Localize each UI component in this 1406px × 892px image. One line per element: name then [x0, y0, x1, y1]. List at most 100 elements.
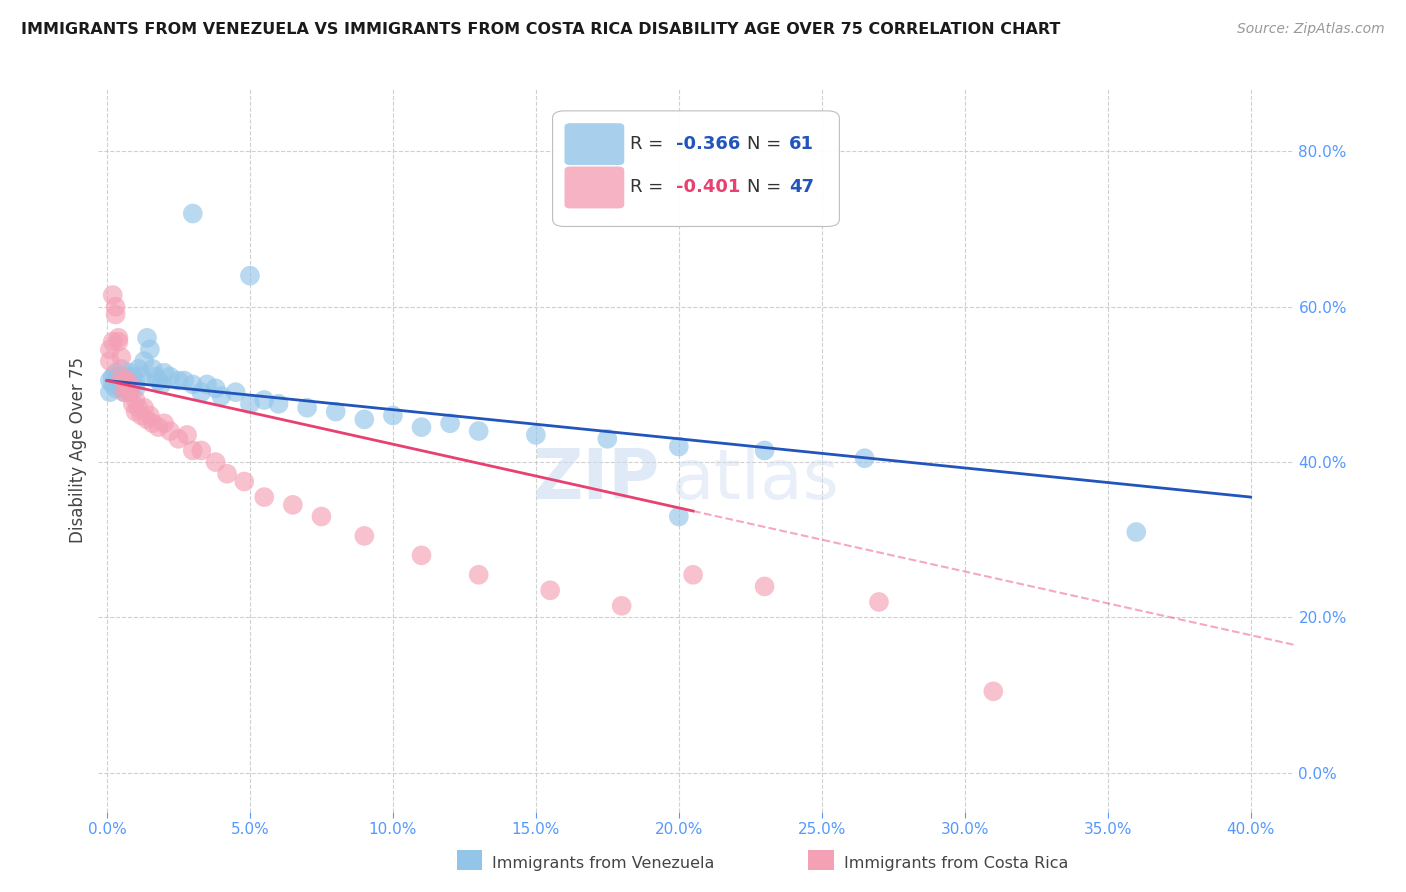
Text: R =: R =	[630, 178, 669, 196]
Point	[107, 331, 129, 345]
Point	[204, 455, 226, 469]
Point	[148, 420, 170, 434]
Point	[121, 377, 143, 392]
Point	[112, 377, 135, 392]
Point	[139, 343, 162, 357]
Point	[159, 369, 181, 384]
Point	[225, 385, 247, 400]
Point	[118, 385, 141, 400]
Point	[159, 424, 181, 438]
Point	[124, 381, 146, 395]
FancyBboxPatch shape	[565, 167, 624, 209]
Point	[195, 377, 218, 392]
Point	[295, 401, 318, 415]
Point	[411, 549, 433, 563]
Point	[98, 343, 121, 357]
Text: -0.401: -0.401	[676, 178, 740, 196]
Point	[115, 374, 138, 388]
Text: R =: R =	[630, 135, 669, 153]
Point	[439, 417, 461, 431]
Point	[118, 374, 141, 388]
Point	[104, 300, 127, 314]
Point	[281, 498, 304, 512]
Point	[353, 412, 375, 426]
Point	[136, 331, 159, 345]
Point	[596, 432, 619, 446]
Point	[134, 354, 156, 368]
Point	[115, 369, 138, 384]
Text: N =: N =	[748, 135, 787, 153]
Point	[139, 409, 162, 423]
Point	[142, 362, 165, 376]
Point	[325, 404, 347, 418]
Point	[124, 374, 146, 388]
Point	[267, 397, 290, 411]
Point	[136, 412, 159, 426]
Point	[181, 443, 204, 458]
Point	[110, 369, 132, 384]
Point	[868, 595, 890, 609]
Point	[121, 369, 143, 384]
Point	[104, 381, 127, 395]
Point	[124, 404, 146, 418]
Point	[209, 389, 232, 403]
Point	[153, 417, 176, 431]
Point	[104, 366, 127, 380]
FancyBboxPatch shape	[565, 123, 624, 165]
Point	[217, 467, 239, 481]
Text: 61: 61	[789, 135, 814, 153]
Point	[167, 374, 190, 388]
Point	[107, 334, 129, 349]
Point	[176, 428, 198, 442]
Point	[121, 397, 143, 411]
Point	[110, 374, 132, 388]
Point	[131, 369, 153, 384]
Point	[253, 490, 276, 504]
Point	[127, 362, 149, 376]
Point	[101, 334, 124, 349]
Point	[112, 385, 135, 400]
Point	[145, 369, 167, 384]
Point	[253, 392, 276, 407]
Point	[682, 567, 704, 582]
Point	[181, 206, 204, 220]
Point	[110, 350, 132, 364]
Point	[127, 401, 149, 415]
Point	[233, 475, 256, 489]
Text: Source: ZipAtlas.com: Source: ZipAtlas.com	[1237, 22, 1385, 37]
Text: atlas: atlas	[672, 446, 839, 513]
Point	[981, 684, 1004, 698]
Point	[853, 451, 876, 466]
Text: Immigrants from Costa Rica: Immigrants from Costa Rica	[844, 856, 1069, 871]
Text: N =: N =	[748, 178, 787, 196]
Point	[98, 354, 121, 368]
Point	[239, 397, 262, 411]
Point	[118, 366, 141, 380]
Point	[107, 377, 129, 392]
Point	[148, 374, 170, 388]
Point	[142, 417, 165, 431]
Point	[754, 443, 776, 458]
Point	[353, 529, 375, 543]
Point	[181, 377, 204, 392]
Point	[115, 381, 138, 395]
Point	[467, 567, 489, 582]
Point	[124, 392, 146, 407]
Point	[118, 385, 141, 400]
Point	[150, 377, 173, 392]
Point	[101, 288, 124, 302]
FancyBboxPatch shape	[553, 111, 839, 227]
Point	[118, 377, 141, 392]
Point	[754, 579, 776, 593]
Point	[104, 374, 127, 388]
Point	[98, 374, 121, 388]
Point	[110, 362, 132, 376]
Point	[98, 385, 121, 400]
Point	[107, 369, 129, 384]
Point	[110, 381, 132, 395]
Point	[1125, 524, 1147, 539]
Point	[134, 401, 156, 415]
Point	[524, 428, 547, 442]
Y-axis label: Disability Age Over 75: Disability Age Over 75	[69, 358, 87, 543]
Point	[101, 369, 124, 384]
